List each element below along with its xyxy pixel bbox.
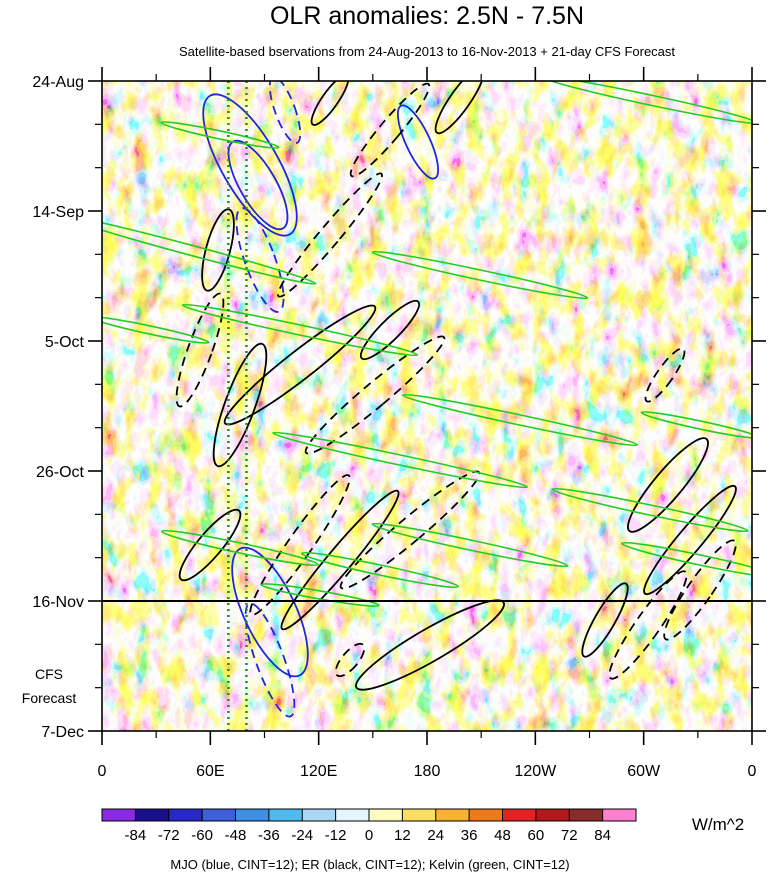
- er-contour: [249, 474, 351, 616]
- er-contour: [663, 539, 737, 641]
- colorbar-swatch: [135, 809, 170, 821]
- colorbar-tick-label: 48: [494, 827, 511, 844]
- colorbar-swatch: [569, 809, 603, 821]
- kelvin-contour: [551, 487, 749, 533]
- er-contour: [334, 642, 366, 678]
- colorbar-tick-label: -36: [258, 827, 280, 844]
- kelvin-contour: [541, 81, 752, 125]
- plot-area: [101, 80, 753, 732]
- kelvin-contour: [160, 529, 320, 567]
- colorbar: -84 -72 -60 -48 -36 -24 -12 0 12 24 36 48 60 72 84: [101, 808, 637, 844]
- y-tick-label: 14-Sep: [32, 204, 84, 221]
- forecast-label-line-2: Forecast: [22, 690, 77, 706]
- colorbar-units: W/m^2: [692, 815, 744, 834]
- kelvin-contour: [640, 411, 752, 439]
- forecast-label-line-1: CFS: [35, 666, 63, 682]
- x-tick-label: 180: [414, 763, 441, 780]
- er-contour: [201, 208, 235, 292]
- er-contour: [608, 570, 688, 680]
- kelvin-contour: [401, 393, 639, 447]
- colorbar-tick-label: 36: [461, 827, 478, 844]
- er-contour: [627, 437, 709, 533]
- chart-subtitle: Satellite-based bservations from 24-Aug-…: [179, 44, 675, 59]
- y-tick-label: 5-Oct: [45, 334, 85, 351]
- x-tick-label: 60W: [627, 763, 661, 780]
- er-contour: [310, 81, 350, 126]
- colorbar-swatch: [369, 809, 403, 821]
- overlays-note: MJO (blue, CINT=12); ER (black, CINT=12)…: [170, 857, 569, 872]
- colorbar-swatch: [502, 809, 537, 821]
- er-contour: [581, 582, 629, 658]
- x-tick-label: 0: [98, 763, 107, 780]
- mjo-contour: [244, 602, 296, 718]
- chart-title: OLR anomalies: 2.5N - 7.5N: [270, 2, 584, 30]
- kelvin-contour: [300, 551, 460, 589]
- x-axis: 0 60E 120E 180 120W 60W 0: [98, 67, 757, 780]
- er-contour: [178, 508, 242, 582]
- colorbar-swatch: [268, 809, 303, 821]
- colorbar-tick-label: 24: [427, 827, 444, 844]
- colorbar-swatch: [435, 809, 470, 821]
- colorbar-tick-label: 0: [365, 827, 373, 844]
- mjo-contour: [202, 93, 298, 237]
- kelvin-contour: [272, 431, 528, 489]
- x-tick-label: 60E: [196, 763, 224, 780]
- colorbar-swatch: [469, 809, 503, 821]
- mjo-contour: [235, 207, 285, 313]
- er-contour: [643, 484, 737, 596]
- er-contour: [175, 292, 225, 408]
- mjo-contour: [396, 104, 440, 180]
- er-contour: [434, 81, 486, 135]
- y-tick-label: 16-Nov: [32, 594, 84, 611]
- colorbar-tick-label: -60: [191, 827, 213, 844]
- colorbar-swatch: [535, 809, 570, 821]
- er-contour: [277, 172, 383, 298]
- er-contour: [644, 347, 686, 403]
- colorbar-swatch: [102, 809, 136, 821]
- mjo-contour: [268, 81, 302, 144]
- kelvin-contour: [371, 522, 569, 568]
- colorbar-tick-label: 60: [528, 827, 545, 844]
- kelvin-contour: [260, 583, 380, 607]
- colorbar-tick-label: -12: [325, 827, 347, 844]
- y-tick-label: 24-Aug: [32, 74, 84, 91]
- kelvin-contour: [160, 121, 280, 149]
- colorbar-tick-label: -72: [158, 827, 180, 844]
- colorbar-tick-label: -84: [125, 827, 147, 844]
- er-contour: [349, 82, 431, 178]
- colorbar-tick-label: 12: [394, 827, 411, 844]
- er-contour: [212, 342, 268, 468]
- kelvin-contour: [181, 303, 419, 357]
- colorbar-tick-label: -48: [225, 827, 247, 844]
- olr-anomaly-field: [102, 81, 752, 731]
- kelvin-contour: [620, 541, 752, 579]
- colorbar-swatch: [202, 809, 236, 821]
- colorbar-tick-label: 84: [594, 827, 611, 844]
- colorbar-swatch: [335, 809, 370, 821]
- colorbar-swatch: [602, 809, 637, 821]
- colorbar-swatch: [402, 809, 437, 821]
- y-tick-label: 26-Oct: [36, 464, 85, 481]
- colorbar-swatch: [302, 809, 336, 821]
- er-contour: [359, 299, 421, 361]
- x-tick-label: 120E: [300, 763, 337, 780]
- colorbar-tick-label: -24: [291, 827, 313, 844]
- colorbar-tick-label: 72: [561, 827, 578, 844]
- x-tick-label: 0: [748, 763, 757, 780]
- kelvin-contour: [102, 215, 317, 285]
- colorbar-swatch: [168, 809, 203, 821]
- y-tick-label: 7-Dec: [41, 724, 84, 741]
- kelvin-contour: [102, 316, 210, 344]
- colorbar-swatch: [235, 809, 270, 821]
- er-contour: [355, 599, 505, 691]
- kelvin-contour: [371, 250, 589, 300]
- er-contour: [304, 335, 446, 455]
- y-axis: 24-Aug 14-Sep 5-Oct 26-Oct 16-Nov 7-Dec: [32, 74, 766, 741]
- x-tick-label: 120W: [514, 763, 557, 780]
- er-contour: [223, 304, 377, 426]
